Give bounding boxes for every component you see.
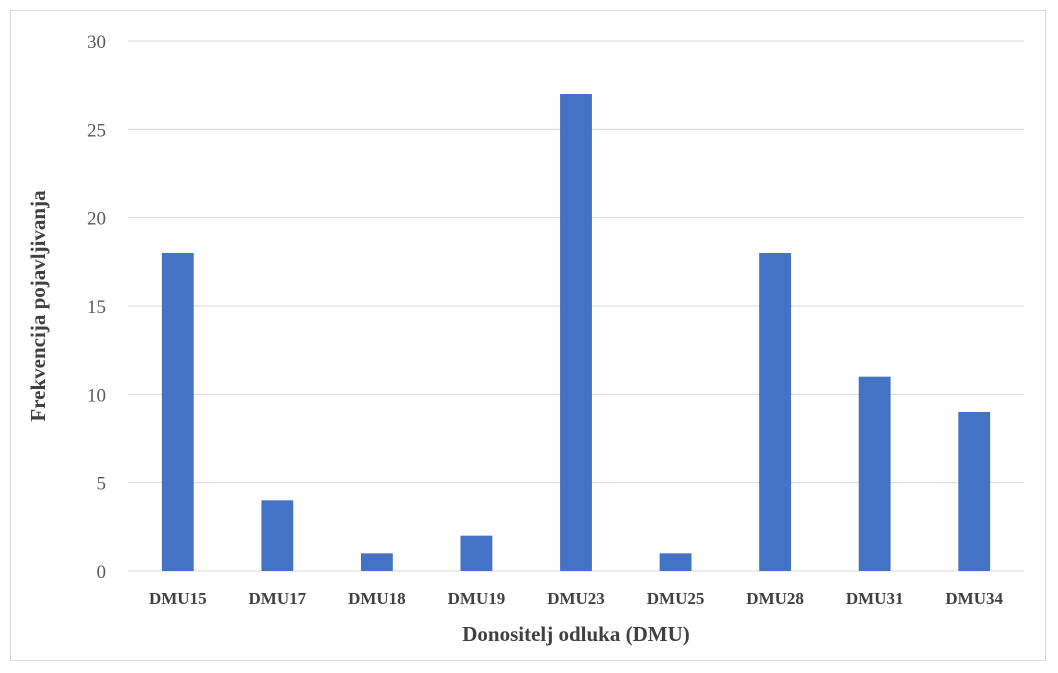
x-tick-label-dmu31: DMU31 xyxy=(846,589,904,608)
y-axis-title: Frekvencija pojavljivanja xyxy=(26,190,50,422)
bar-dmu17 xyxy=(261,500,294,571)
x-tick-label-dmu19: DMU19 xyxy=(448,589,506,608)
y-tick-label: 30 xyxy=(87,32,106,53)
y-axis-ticks: 0 5 10 15 20 25 30 xyxy=(87,32,106,583)
bar-dmu31 xyxy=(858,376,891,571)
y-tick-label: 15 xyxy=(87,297,106,318)
x-axis-title: Donositelj odluka (DMU) xyxy=(462,622,690,646)
y-tick-label: 20 xyxy=(87,209,106,230)
bar-dmu15 xyxy=(161,253,194,571)
bar-dmu25 xyxy=(659,553,692,571)
x-tick-label-dmu18: DMU18 xyxy=(348,589,406,608)
bar-dmu28 xyxy=(759,253,792,571)
x-tick-label-dmu25: DMU25 xyxy=(647,589,705,608)
x-tick-label-dmu15: DMU15 xyxy=(149,589,207,608)
x-tick-label-dmu17: DMU17 xyxy=(249,589,307,608)
bars xyxy=(161,94,991,571)
x-tick-label-dmu34: DMU34 xyxy=(945,589,1003,608)
bar-dmu23 xyxy=(560,94,592,571)
bar-dmu34 xyxy=(958,412,991,571)
y-tick-label: 25 xyxy=(87,120,106,141)
bar-dmu19 xyxy=(460,535,493,571)
x-tick-label-dmu23: DMU23 xyxy=(547,589,605,608)
x-axis-labels: DMU15 DMU17 DMU18 DMU19 DMU23 DMU25 DMU28 DMU31… xyxy=(149,589,1004,608)
bar-dmu18 xyxy=(360,553,393,571)
y-tick-label: 10 xyxy=(87,385,106,406)
y-tick-label: 5 xyxy=(97,474,107,495)
y-tick-label: 0 xyxy=(97,562,107,583)
x-tick-label-dmu28: DMU28 xyxy=(746,589,804,608)
